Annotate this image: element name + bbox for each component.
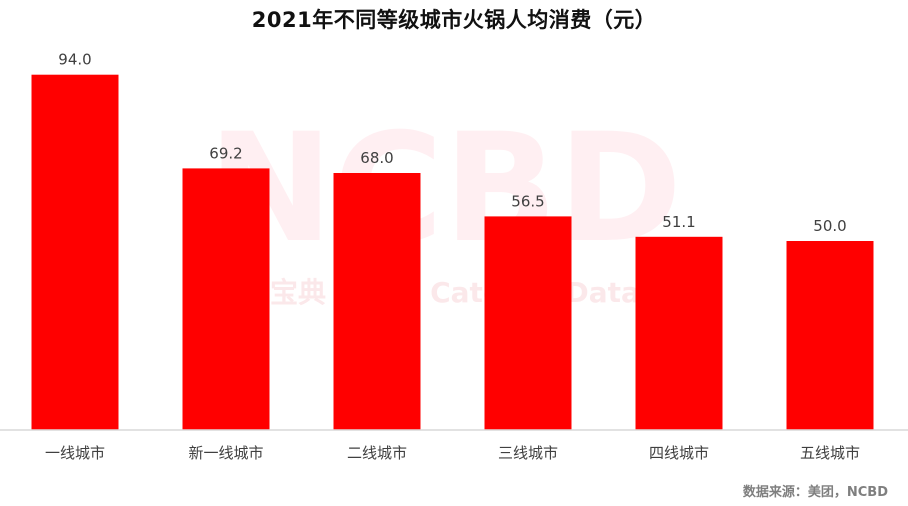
value-label-4: 51.1 [662, 213, 695, 231]
category-label-0: 一线城市 [45, 444, 105, 462]
watermark-sub-text: 宝典 [270, 276, 326, 309]
bar-1 [182, 168, 270, 430]
bar-3 [484, 216, 572, 430]
category-label-5: 五线城市 [800, 444, 860, 462]
bar-5 [786, 241, 874, 430]
bar-4 [635, 236, 723, 430]
category-label-2: 二线城市 [347, 444, 407, 462]
value-label-3: 56.5 [511, 192, 544, 210]
watermark-logo-text: NCBD [208, 102, 682, 276]
category-label-3: 三线城市 [498, 444, 558, 462]
source-note: 数据来源：美团，NCBD [742, 485, 888, 500]
value-label-2: 68.0 [360, 149, 393, 167]
category-label-1: 新一线城市 [188, 444, 263, 462]
value-label-1: 69.2 [209, 144, 242, 162]
watermark: NCBD 宝典 Caterng Data [208, 102, 682, 309]
value-label-5: 50.0 [813, 217, 846, 235]
bars-group: 94.0 69.2 68.0 56.5 51.1 50.0 [31, 51, 874, 430]
category-labels-group: 一线城市 新一线城市 二线城市 三线城市 四线城市 五线城市 [45, 444, 860, 462]
value-label-0: 94.0 [58, 51, 91, 69]
bar-2 [333, 173, 421, 430]
category-label-4: 四线城市 [649, 444, 709, 462]
bar-0 [31, 74, 119, 430]
chart-title: 2021年不同等级城市火锅人均消费（元） [251, 8, 657, 32]
